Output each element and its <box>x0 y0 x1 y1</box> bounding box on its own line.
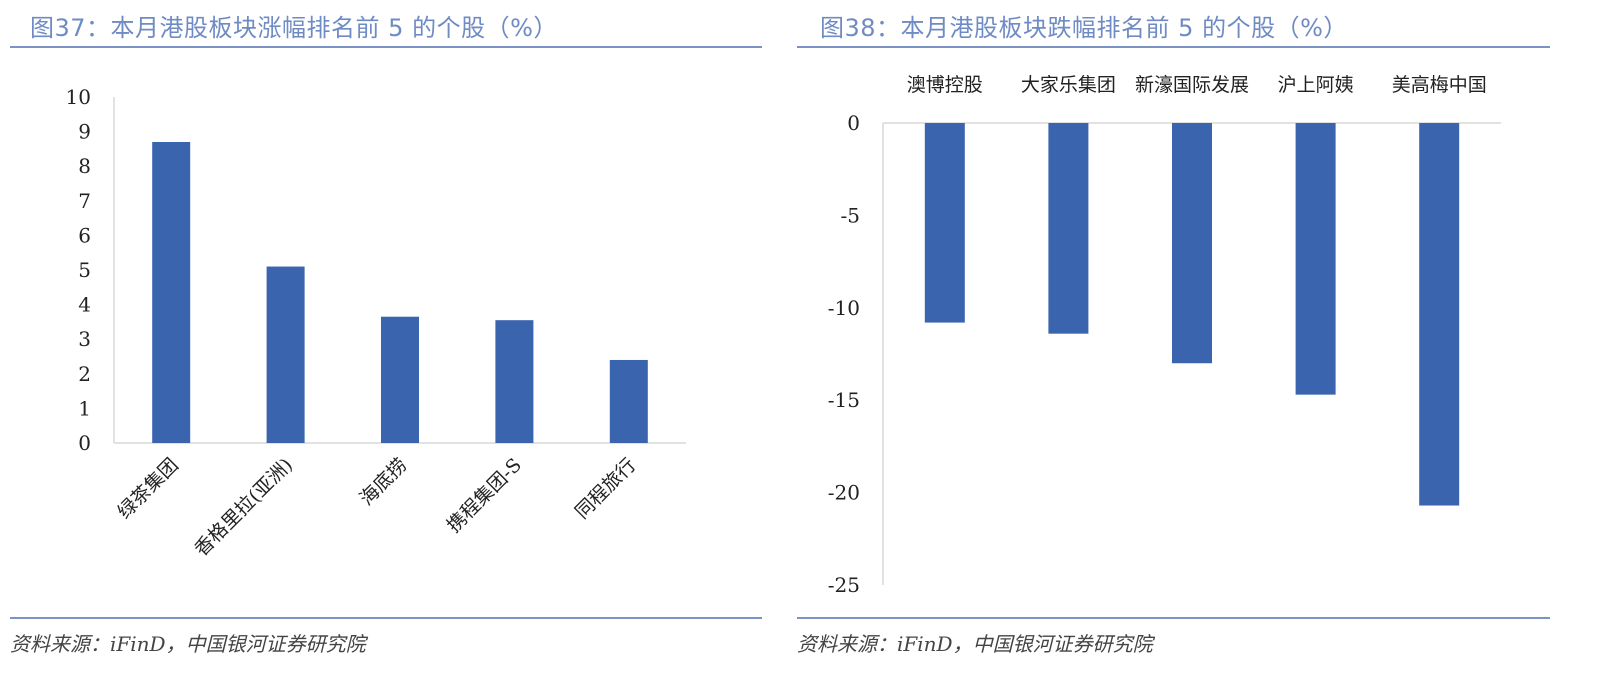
y-tick-label: 9 <box>78 120 91 144</box>
y-tick-label: 5 <box>78 258 91 282</box>
x-tick-label: 香格里拉(亚洲) <box>190 454 297 561</box>
x-tick-label: 新濠国际发展 <box>1135 74 1249 96</box>
x-tick-label: 美高梅中国 <box>1392 74 1487 96</box>
bar-chart-gainers: 0 1 2 3 4 5 6 7 8 9 10 绿茶集团 香格里拉(亚洲) 海底捞 携程集团-S 同程旅行 <box>66 85 686 561</box>
y-tick-label: 0 <box>78 431 91 455</box>
bar <box>495 320 534 443</box>
bar-chart-losers: 0 -5 -10 -15 -20 -25 澳博控股 大家乐集团 新濠国际发展 沪上阿姨 美高梅中国 <box>828 74 1501 597</box>
x-tick-label: 海底捞 <box>356 454 412 510</box>
bar <box>1295 123 1336 395</box>
bar <box>152 141 191 444</box>
title-divider <box>797 46 1550 48</box>
y-tick-label: -20 <box>828 481 860 505</box>
chart-title: 图38：本月港股板块跌幅排名前 5 的个股（%） <box>820 14 1348 42</box>
bar <box>381 316 419 443</box>
source-note: 资料来源：iFinD，中国银河证券研究院 <box>797 632 1153 656</box>
y-tick-label: 1 <box>78 396 91 420</box>
y-tick-label: -25 <box>828 573 860 597</box>
y-tick-label: 6 <box>78 223 91 247</box>
x-tick-label: 大家乐集团 <box>1021 74 1116 96</box>
x-tick-label: 沪上阿姨 <box>1278 74 1354 96</box>
x-tick-label: 澳博控股 <box>907 74 983 96</box>
y-tick-label: 8 <box>78 154 91 178</box>
y-tick-label: 2 <box>78 362 91 386</box>
y-tick-label: 0 <box>847 111 860 135</box>
source-note: 资料来源：iFinD，中国银河证券研究院 <box>10 632 366 656</box>
bar <box>1048 123 1089 334</box>
y-tick-label: 3 <box>78 327 91 351</box>
y-tick-label: 4 <box>78 293 91 317</box>
y-tick-label: -5 <box>841 203 860 227</box>
y-tick-label: -15 <box>828 388 860 412</box>
chart-panel-gainers: 图37：本月港股板块涨幅排名前 5 的个股（%） 0 1 2 3 4 5 6 7 8 9 10 绿茶集… <box>0 0 790 677</box>
bar <box>924 123 965 323</box>
chart-title: 图37：本月港股板块涨幅排名前 5 的个股（%） <box>30 14 558 42</box>
y-tick-label: -10 <box>828 296 860 320</box>
bar <box>266 266 305 443</box>
bar <box>1172 123 1212 364</box>
chart-panel-losers: 图38：本月港股板块跌幅排名前 5 的个股（%） 0 -5 -10 -15 -20 -25… <box>797 0 1613 677</box>
bar <box>609 359 648 443</box>
footer-divider <box>10 617 762 619</box>
x-tick-label: 绿茶集团 <box>113 454 182 523</box>
footer-divider <box>797 617 1550 619</box>
y-tick-label: 7 <box>78 189 91 213</box>
bar <box>1419 123 1460 506</box>
title-divider <box>10 46 762 48</box>
x-tick-label: 携程集团-S <box>443 454 526 537</box>
x-tick-label: 同程旅行 <box>571 454 640 523</box>
y-tick-label: 10 <box>66 85 91 109</box>
